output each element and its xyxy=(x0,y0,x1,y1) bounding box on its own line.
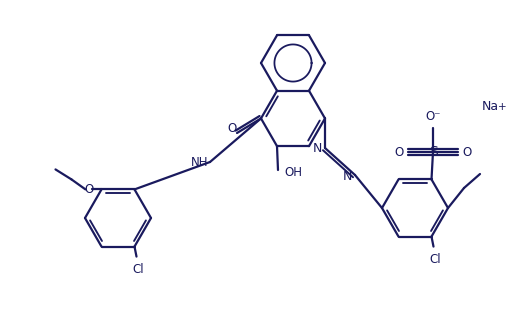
Text: O⁻: O⁻ xyxy=(425,110,441,123)
Text: O: O xyxy=(85,183,94,196)
Text: O: O xyxy=(394,146,404,159)
Text: NH: NH xyxy=(191,156,209,169)
Text: Cl: Cl xyxy=(430,253,441,266)
Text: O: O xyxy=(227,123,237,136)
Text: S: S xyxy=(429,145,438,159)
Text: O: O xyxy=(462,146,471,159)
Text: OH: OH xyxy=(284,166,302,179)
Text: N: N xyxy=(342,170,352,183)
Text: +: + xyxy=(498,102,507,112)
Text: Na: Na xyxy=(481,100,499,114)
Text: Cl: Cl xyxy=(133,263,144,276)
Text: N: N xyxy=(312,142,322,155)
